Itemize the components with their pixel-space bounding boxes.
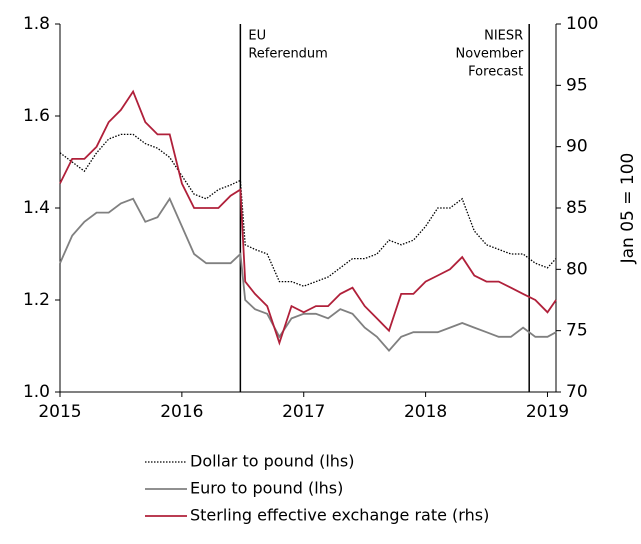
y2-tick-label: 90 <box>566 137 588 157</box>
y-tick-label: 1.6 <box>23 106 50 126</box>
annotation: Referendum <box>248 47 327 62</box>
x-tick-label: 2018 <box>404 402 447 422</box>
y2-axis-label: Jan 05 = 100 <box>618 153 638 265</box>
x-tick-label: 2016 <box>160 402 203 422</box>
legend-label: Dollar to pound (lhs) <box>190 452 355 471</box>
annotation: Forecast <box>468 65 523 80</box>
y2-tick-label: 95 <box>566 75 588 95</box>
x-tick-label: 2015 <box>38 402 81 422</box>
annotation: EU <box>248 29 266 44</box>
y-tick-label: 1.0 <box>23 382 50 402</box>
y-tick-label: 1.2 <box>23 290 50 310</box>
y2-tick-label: 85 <box>566 198 588 218</box>
annotation: November <box>456 47 524 62</box>
legend-label: Euro to pound (lhs) <box>190 479 343 498</box>
series-line <box>59 133 557 287</box>
y2-tick-label: 80 <box>566 259 588 279</box>
y2-tick-label: 100 <box>566 14 598 34</box>
y2-tick-label: 70 <box>566 382 588 402</box>
series-line <box>59 196 557 352</box>
y-tick-label: 1.4 <box>23 198 50 218</box>
y-tick-label: 1.8 <box>23 14 50 34</box>
y2-tick-label: 75 <box>566 321 588 341</box>
x-tick-label: 2019 <box>526 402 569 422</box>
x-tick-label: 2017 <box>282 402 325 422</box>
legend-label: Sterling effective exchange rate (rhs) <box>190 506 489 525</box>
series-line <box>59 89 557 346</box>
annotation: NIESR <box>484 29 523 44</box>
